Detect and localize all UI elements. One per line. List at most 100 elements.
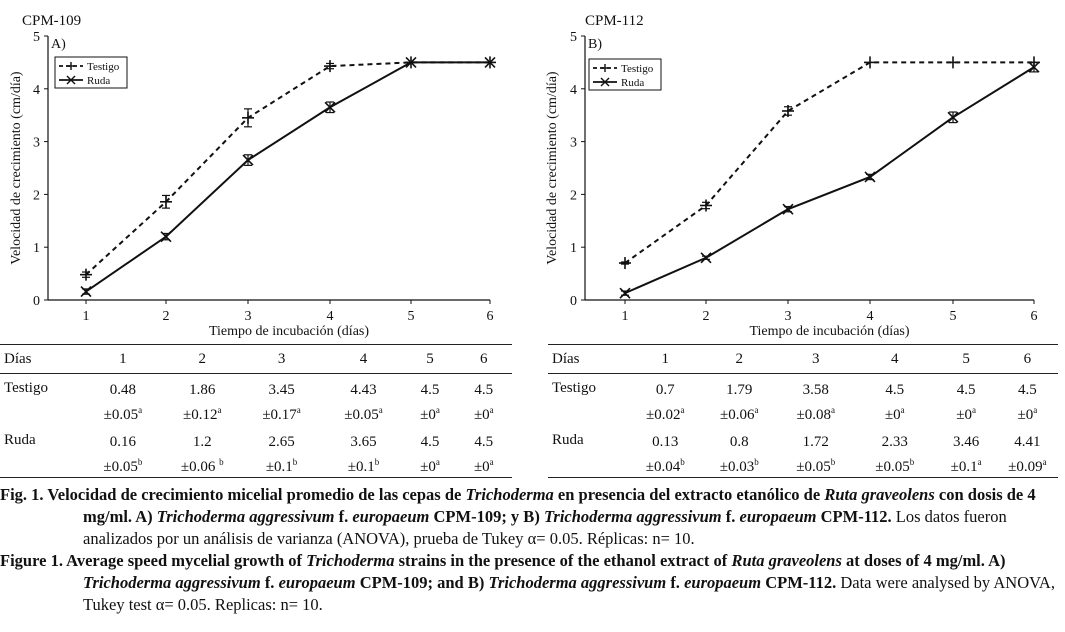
caption-es-italic: Trichoderma <box>465 485 554 504</box>
caption-en-italic: Trichoderma aggressivum <box>83 573 261 592</box>
legend: Testigo Ruda <box>54 56 128 89</box>
table-header-cell: 1 <box>81 344 164 374</box>
cell-significance-letter: b <box>830 457 836 467</box>
panel-a: CPM-109 A) 0 1 2 3 4 5 1 2 3 4 5 6 Tiempo de incubació… <box>0 0 515 480</box>
data-point-testigo <box>619 257 631 270</box>
cell-sd: ±0.05b <box>103 457 143 475</box>
cell-significance-letter: a <box>830 405 835 415</box>
x-tick-label: 5 <box>950 309 957 324</box>
table-cell: 1.86 ±0.12a <box>164 374 241 429</box>
legend-label-testigo: Testigo <box>621 63 654 75</box>
y-tick-label: 2 <box>33 188 40 203</box>
caption-en-text: CPM-109; and B) <box>355 573 489 592</box>
caption-es-text: f. <box>721 507 740 526</box>
y-axis-label: Velocidad de crecimiento (cm/día) <box>545 71 560 265</box>
cell-sd: ±0a <box>473 457 494 475</box>
table-header-cell: 6 <box>455 344 512 374</box>
legend-label-ruda: Ruda <box>87 75 110 87</box>
cell-significance-letter: b <box>292 457 298 467</box>
data-point-ruda <box>405 56 417 68</box>
legend-box <box>54 56 128 89</box>
marker-x-b <box>484 56 496 68</box>
data-point-ruda <box>619 287 631 299</box>
caption-en-text: strains in the presence of the ethanol e… <box>394 551 732 570</box>
cell-sd: ±0.05b <box>796 457 836 475</box>
cell-sd: ±0.09a <box>1008 457 1047 475</box>
cell-sd: ±0a <box>956 405 977 423</box>
cell-significance-letter: b <box>754 457 759 467</box>
data-point-testigo <box>160 195 172 208</box>
cell-significance-letter: a <box>435 457 440 467</box>
caption-en-italic: Trichoderma aggressivum <box>488 573 667 592</box>
table-cell: 0.48 ±0.05a <box>82 374 164 429</box>
cell-mean: 0.48 <box>109 382 136 398</box>
cell-sd: ±0.12a <box>182 405 222 423</box>
cell-mean: 0.16 <box>109 434 136 450</box>
cell-sd: ±0.1a <box>950 457 982 475</box>
caption-es-label: Fig. 1. <box>0 485 44 504</box>
table-cell: 4.5 ±0a <box>854 374 936 429</box>
marker-x-b <box>864 171 876 183</box>
table-header-cell: 2 <box>700 344 778 374</box>
caption-es-text: CPM-109; y B) <box>429 507 544 526</box>
cell-significance-letter: a <box>435 405 440 415</box>
cell-significance-letter: b <box>909 457 915 467</box>
table-cell: 3.65 ±0.1b <box>322 428 405 478</box>
table-cell: 3.46 ±0.1a <box>935 428 997 478</box>
cell-mean: 1.86 <box>189 382 216 398</box>
legend-label-testigo: Testigo <box>87 61 120 73</box>
chart-cpm-112: CPM-112 B) 0 1 2 3 4 5 1 2 3 4 5 6 Tiempo de incubació… <box>545 13 1040 339</box>
marker-x-b <box>619 287 631 299</box>
x-tick-label: 4 <box>327 309 334 324</box>
caption-en-text: f. <box>666 573 685 592</box>
data-point-testigo <box>700 199 712 212</box>
cell-sd: ±0.08a <box>796 405 835 423</box>
table-header-cell: 5 <box>404 344 456 374</box>
table-header-cell: 6 <box>996 344 1058 374</box>
y-tick-label: 1 <box>33 241 40 256</box>
y-tick-label: 2 <box>570 188 577 203</box>
caption-en-italic: europaeum <box>278 573 356 592</box>
table-cell: 4.5 ±0a <box>936 374 997 429</box>
caption-es-text: con dosis de 4 mg/ml. A) <box>83 485 1036 526</box>
legend-marker <box>66 75 76 85</box>
marker-x-b <box>700 252 712 264</box>
x-tick-label: 2 <box>703 309 710 324</box>
figure-caption: Fig. 1. Velocidad de crecimiento micelia… <box>0 484 1065 616</box>
table-cell: 1.79 ±0.06a <box>701 374 778 429</box>
y-tick-label: 1 <box>570 241 577 256</box>
series-line-testigo <box>85 61 490 276</box>
table-cell: 0.8 ±0.03b <box>700 428 778 478</box>
table-cell: 3.45 ±0.17a <box>241 374 323 429</box>
caption-es-text: f. <box>334 507 353 526</box>
table-cell: 2.33 ±0.05b <box>853 428 936 478</box>
x-tick-label: 6 <box>1031 309 1038 324</box>
table-header-cell: 4 <box>853 344 936 374</box>
series-line-ruda <box>85 61 490 293</box>
cell-sd: ±0.03b <box>719 457 759 475</box>
y-axis-label: Velocidad de crecimiento (cm/día) <box>9 71 24 265</box>
data-table-cpm-112: Días 1 2 3 4 5 6 Testigo 0.7 ±0.02a 1.79 ±0.06a 3.58… <box>548 344 1058 478</box>
cell-sd: ±0.05a <box>344 405 383 423</box>
x-tick-label: 3 <box>785 309 792 324</box>
cell-significance-letter: b <box>374 457 380 467</box>
table-header-cell: Días <box>548 344 630 374</box>
caption-es-italic: Trichoderma aggressivum <box>156 507 335 526</box>
cell-significance-letter: a <box>977 457 982 467</box>
table-cell: 2.65 ±0.1b <box>240 428 323 478</box>
caption-es-italic: Ruta graveolens <box>824 485 935 504</box>
caption-es-italic: europaeum <box>352 507 430 526</box>
x-tick-label: 6 <box>487 309 494 324</box>
y-tick-label: 4 <box>570 83 577 98</box>
cell-mean: 2.65 <box>268 434 295 450</box>
cell-mean: 4.41 <box>1014 434 1041 450</box>
data-point-ruda <box>324 101 336 113</box>
cell-significance-letter: b <box>219 457 224 467</box>
cell-mean: 3.58 <box>802 382 829 398</box>
cell-mean: 4.5 <box>885 382 905 398</box>
data-point-testigo <box>864 56 876 69</box>
cell-mean: 1.2 <box>192 434 212 450</box>
x-tick-label: 1 <box>622 309 629 324</box>
cell-mean: 3.46 <box>953 434 980 450</box>
table-row-label: Testigo <box>552 380 596 396</box>
